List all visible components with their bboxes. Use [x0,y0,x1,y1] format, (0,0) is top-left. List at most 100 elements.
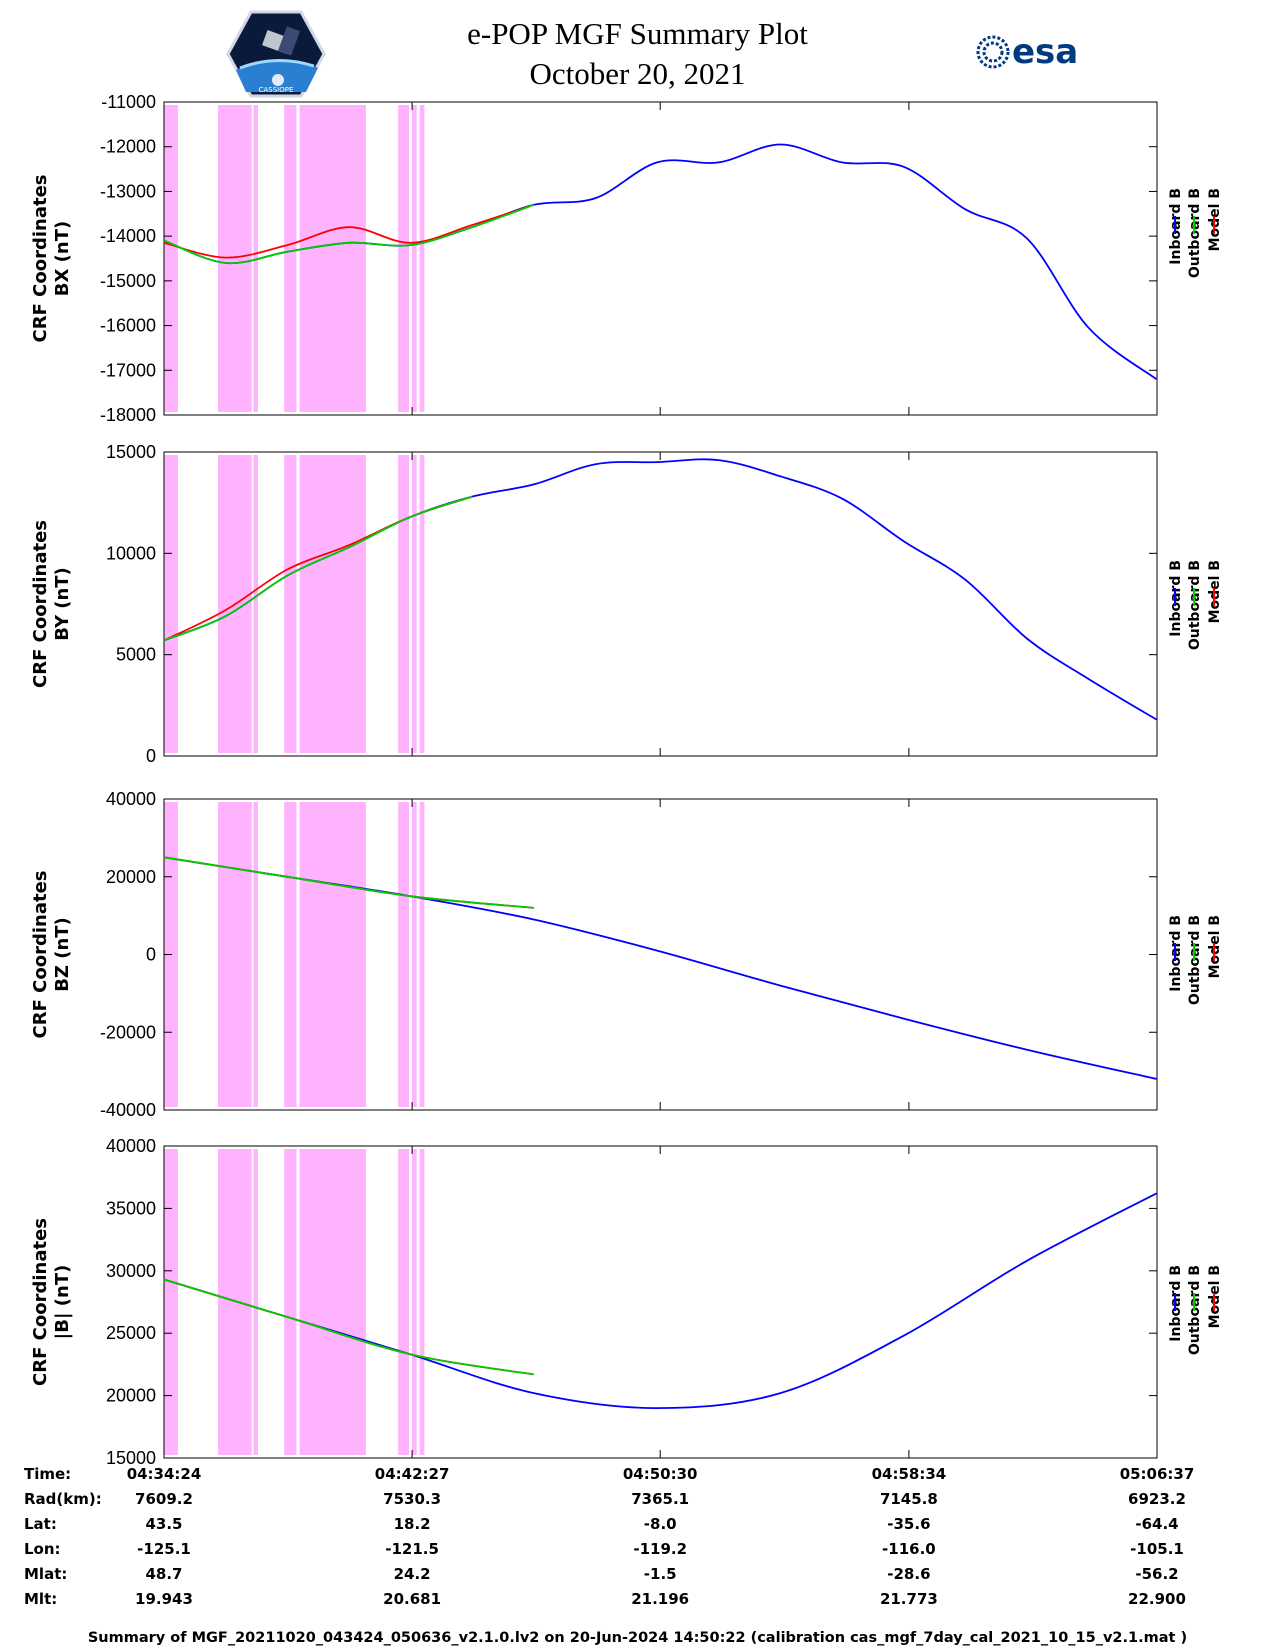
info-value: 48.7 [145,1565,183,1583]
info-value: 43.5 [145,1515,183,1533]
y-tick-label: 40000 [106,789,156,809]
info-value: 21.773 [879,1590,938,1608]
info-value: -28.6 [887,1565,931,1583]
info-value: 04:34:24 [126,1465,202,1483]
info-value: 22.900 [1128,1590,1186,1608]
highlight-interval [419,105,425,412]
y-tick-label: -11000 [101,92,156,112]
highlight-interval [398,1149,409,1455]
highlight-interval [217,105,252,412]
info-key-mlt: Mlt: [24,1590,58,1608]
info-value: -56.2 [1135,1565,1179,1583]
y-axis-label: CRF Coordinates|B| (nT) [30,1218,73,1386]
info-value: -125.1 [137,1540,191,1558]
highlight-interval [398,105,409,412]
y-tick-label: 15000 [106,1448,156,1468]
y-tick-label: 20000 [106,867,156,887]
y-tick-label: 0 [146,746,156,766]
y-axis-label-line2: |B| (nT) [52,1265,73,1340]
series-line-outboard-b [163,1278,534,1376]
highlight-interval [398,455,409,753]
info-value: 7530.3 [383,1490,442,1508]
info-key-lat: Lat: [24,1515,57,1533]
y-tick-label: 20000 [106,1386,156,1406]
highlight-interval [217,802,252,1107]
info-value: -1.5 [643,1565,677,1583]
highlight-interval [164,455,178,753]
y-axis-label: CRF CoordinatesBZ (nT) [30,871,73,1039]
y-axis-label-line1: CRF Coordinates [30,1218,51,1386]
info-key-lon: Lon: [24,1540,61,1558]
y-tick-label: 40000 [106,1136,156,1156]
title-block: e-POP MGF Summary Plot October 20, 2021 [0,14,1275,94]
y-tick-label: 5000 [116,645,156,665]
y-axis-label-line1: CRF Coordinates [30,520,51,688]
info-value: 24.2 [393,1565,431,1583]
info-value: -35.6 [887,1515,931,1533]
y-tick-label: 25000 [106,1323,156,1343]
info-table: Time: Rad(km): Lat: Lon: Mlat: Mlt: 04:3… [0,1463,1275,1623]
info-value: 7609.2 [135,1490,193,1508]
info-value: 19.943 [135,1590,193,1608]
info-value: 7145.8 [879,1490,938,1508]
y-tick-label: 0 [146,945,156,965]
highlight-interval [419,455,425,753]
info-key-mlat: Mlat: [24,1565,68,1583]
cassiope-logo: CASSIOPE [226,10,326,98]
highlight-interval [398,802,409,1107]
info-value: -121.5 [385,1540,439,1558]
series-line-outboard-b [163,203,535,265]
info-key-rad: Rad(km): [24,1490,102,1508]
chart-title: e-POP MGF Summary Plot [467,16,808,51]
info-value: 05:06:37 [1119,1465,1195,1483]
y-axis-label-line2: BX (nT) [52,221,73,296]
esa-logo-text: esa [1012,34,1078,70]
info-value: 04:42:27 [374,1465,450,1483]
y-axis-label-line2: BZ (nT) [52,917,73,992]
info-value: -64.4 [1135,1515,1179,1533]
y-axis-label-line1: CRF Coordinates [30,175,51,343]
info-value: 21.196 [631,1590,690,1608]
highlight-interval [299,802,366,1107]
series-line-model-b [163,203,535,259]
y-tick-label: -17000 [100,360,156,380]
info-value: 20.681 [383,1590,442,1608]
highlight-interval [419,1149,425,1455]
y-tick-label: -16000 [100,316,156,336]
info-value: 18.2 [393,1515,431,1533]
y-axis-label: CRF CoordinatesBY (nT) [30,520,73,688]
highlight-interval [412,802,417,1107]
info-value: -8.0 [643,1515,677,1533]
highlight-interval [299,455,366,753]
y-tick-label: -20000 [100,1022,156,1042]
highlight-interval [253,105,258,412]
esa-logo: esa [976,34,1078,70]
info-key-time: Time: [24,1465,72,1483]
series-line-outboard-b [163,495,473,642]
info-value: 04:50:30 [622,1465,698,1483]
y-tick-label: -14000 [100,226,156,246]
y-tick-label: -18000 [100,405,156,425]
chart-subtitle: October 20, 2021 [529,56,746,91]
y-tick-label: 30000 [106,1261,156,1281]
y-axis-label-line1: CRF Coordinates [30,871,51,1039]
y-axis-label-line2: BY (nT) [52,567,73,641]
info-value: 04:58:34 [871,1465,947,1483]
info-value: -116.0 [882,1540,936,1558]
info-value: -105.1 [1130,1540,1184,1558]
highlight-interval [284,802,297,1107]
highlight-interval [299,1149,366,1455]
info-value: -119.2 [633,1540,688,1558]
y-tick-label: 15000 [106,442,156,462]
highlight-interval [253,802,258,1107]
y-tick-label: -15000 [100,271,156,291]
highlight-interval [284,105,297,412]
y-tick-label: 35000 [106,1198,156,1218]
highlight-interval [412,455,417,753]
info-value: 7365.1 [631,1490,690,1508]
footer-caption: Summary of MGF_20211020_043424_050636_v2… [87,1630,1188,1646]
highlight-interval [419,802,425,1107]
highlight-interval [284,1149,297,1455]
